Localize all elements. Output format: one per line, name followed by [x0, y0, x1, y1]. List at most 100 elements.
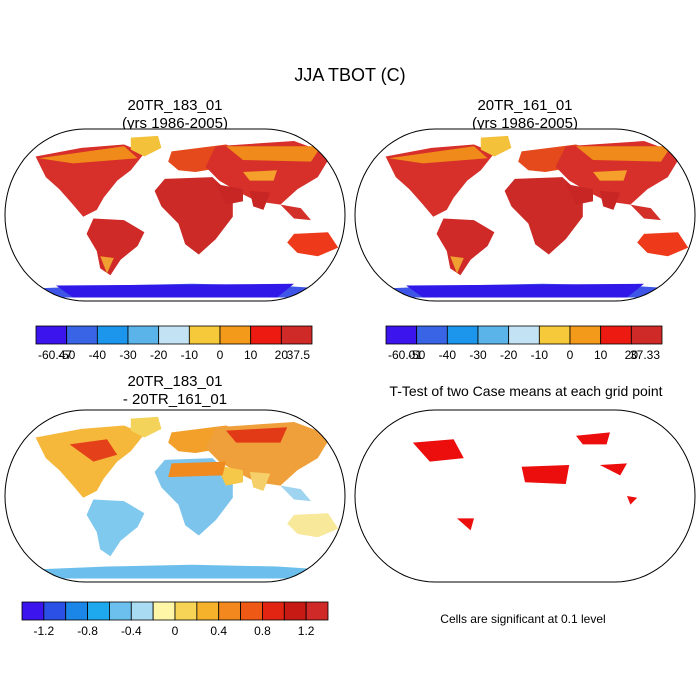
siberia-band: [226, 146, 322, 162]
colorbar-label: -0.8: [77, 624, 98, 638]
colorbar-box: [188, 325, 221, 345]
antarctic-interior: [56, 283, 295, 298]
continent-greenland: [131, 417, 162, 438]
continent-seasia: [630, 486, 661, 501]
colorbar-label: 0.4: [210, 624, 227, 638]
continent-namerica: [386, 144, 495, 216]
warm-anomaly-sahara: [168, 461, 226, 478]
colorbar-box: [219, 325, 252, 345]
colorbar-box: [280, 325, 313, 345]
antarctic-interior: [406, 283, 644, 298]
colorbar-label: 0: [172, 624, 179, 638]
figure-title: JJA TBOT (C): [294, 65, 405, 85]
continent-arabia: [566, 465, 593, 486]
continent-australia: [637, 232, 688, 256]
patagonia-region: [450, 256, 464, 274]
significance-cell: [576, 432, 610, 445]
colorbar-label: 0: [217, 348, 224, 362]
continent-namerica: [386, 425, 495, 497]
panel-2-title-line2: (yrs 1986-2005): [472, 115, 578, 132]
continent-samerica: [87, 499, 145, 556]
colorbar-box: [127, 325, 160, 345]
continent-india: [600, 191, 620, 210]
colorbar-box: [130, 601, 154, 621]
colorbar-box: [174, 601, 198, 621]
continent-africa: [505, 458, 583, 535]
continent-namerica: [36, 144, 145, 216]
colorbar-label: 37.5: [287, 348, 311, 362]
colorbar-box: [569, 325, 602, 345]
colorbar-box: [508, 325, 540, 345]
colorbar-box: [35, 325, 68, 345]
colorbar-box: [109, 601, 132, 621]
colorbar-box: [196, 601, 220, 621]
colorbar-box: [262, 601, 285, 621]
colorbar-label: 37.33: [630, 348, 660, 362]
panel-3-title-line2: - 20TR_161_01: [123, 391, 227, 408]
colorbar-box: [630, 325, 663, 345]
panel-1-title-line2: (yrs 1986-2005): [122, 115, 228, 132]
continent-greenland: [481, 417, 512, 438]
continent-australia: [637, 513, 688, 537]
continent-australia: [287, 232, 338, 256]
panel-4-title: T-Test of two Case means at each grid po…: [389, 383, 662, 399]
colorbar-label: -10: [181, 348, 199, 362]
colorbar-box: [305, 601, 329, 621]
tibet-region: [243, 170, 277, 181]
colorbar-box: [477, 325, 510, 345]
continent-samerica: [87, 218, 145, 275]
colorbar-label: -30: [469, 348, 487, 362]
significance-cell: [412, 439, 464, 462]
colorbar-label: -40: [89, 348, 107, 362]
map-panel-1: [4, 128, 346, 302]
colorbar-box: [446, 325, 479, 345]
warm-anomaly-siberia: [226, 427, 288, 443]
continent-australia: [287, 513, 338, 537]
colorbar-box: [96, 325, 129, 345]
significance-cell: [627, 496, 638, 505]
continent-greenland: [481, 136, 512, 157]
colorbar-label: -1.2: [34, 624, 55, 638]
colorbar-label: -60.47: [38, 348, 72, 362]
warm-anomaly-namerica: [69, 439, 118, 462]
colorbar-label: 0.8: [254, 624, 271, 638]
continent-europe: [518, 425, 603, 453]
continent-india: [250, 472, 270, 491]
colorbar-label: -20: [500, 348, 518, 362]
colorbar-box: [385, 325, 418, 345]
colorbar-box: [240, 601, 263, 621]
continent-antarctica: [372, 565, 681, 579]
colorbar-box: [158, 325, 190, 345]
continent-seasia: [280, 486, 311, 501]
colorbar-label: -10: [531, 348, 549, 362]
colorbar-box: [21, 601, 45, 621]
colorbar-box: [538, 325, 571, 345]
colorbar-label: -60.01: [388, 348, 422, 362]
continent-arabia: [566, 184, 593, 205]
map-border-3: [4, 409, 346, 583]
colorbar-label: -20: [150, 348, 168, 362]
colorbar-box: [283, 601, 307, 621]
colorbar-label: -30: [119, 348, 137, 362]
continent-india: [600, 472, 620, 491]
colorbar-box: [66, 325, 98, 345]
colorbar-box: [600, 325, 632, 345]
panel-2-title-line1: 20TR_161_01: [477, 97, 572, 114]
continent-seasia: [280, 205, 311, 220]
panel-4-footnote: Cells are significant at 0.1 level: [440, 612, 605, 626]
map-panel-4: [354, 409, 696, 583]
significance-cell: [599, 463, 627, 476]
colorbar-label: -0.4: [121, 624, 142, 638]
colorbar-label: 10: [594, 348, 608, 362]
colorbar-box: [87, 601, 110, 621]
continent-samerica: [437, 218, 495, 275]
colorbar-label: 0: [567, 348, 574, 362]
colorbar-label: 20: [275, 348, 289, 362]
colorbar-box: [65, 601, 88, 621]
significance-cell: [521, 465, 570, 484]
continent-namerica: [36, 425, 145, 497]
continent-seasia: [630, 205, 661, 220]
tibet-region: [593, 170, 627, 181]
